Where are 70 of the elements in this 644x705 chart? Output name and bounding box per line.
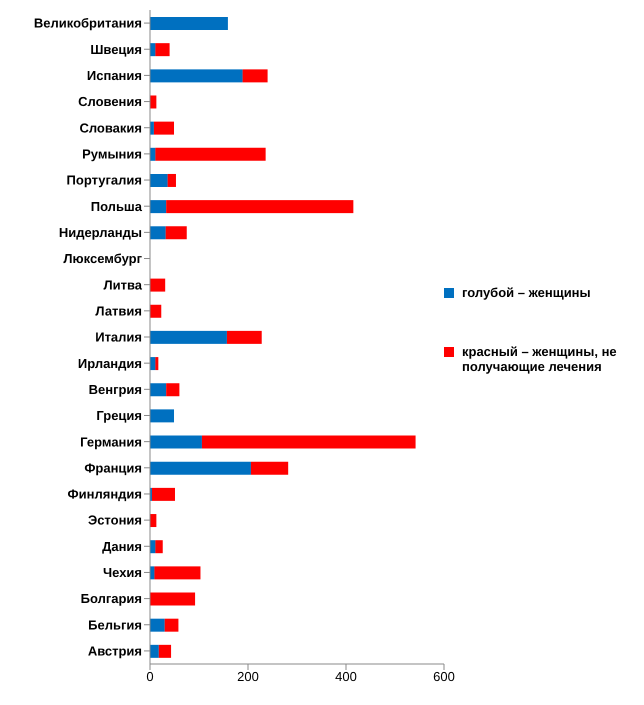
bar [150,462,251,475]
bar [150,540,156,554]
bar [150,436,202,449]
bar [250,462,288,475]
bar [226,330,262,344]
bar [166,226,187,240]
bar [202,436,416,449]
y-tick-label: Болгария [80,591,142,606]
bar [152,488,175,501]
bar [158,644,172,658]
y-tick-label: Эстония [88,512,142,528]
bar [150,514,156,528]
y-tick-label: Люксембург [63,251,143,266]
legend-label: красный – женщины, не получающие лечения [462,344,618,374]
y-tick-label: Италия [95,330,142,345]
bar [150,566,154,580]
bar [150,17,228,30]
bar [155,148,266,161]
bar [150,304,162,318]
y-tick-label: Швеция [90,42,142,57]
bar [150,618,165,632]
bar [155,357,158,370]
bar [150,174,168,187]
y-tick-label: Ирландия [78,356,142,371]
bar [150,409,174,422]
bar [150,69,243,82]
x-tick-label: 0 [146,669,154,684]
bar [150,383,166,396]
bar [150,592,196,606]
bar [154,566,200,580]
bar [242,69,268,82]
bar [150,148,156,161]
y-tick-label: Румыния [82,146,142,162]
x-tick-label: 200 [237,669,259,684]
y-tick-label: Дания [102,538,142,554]
bar [150,200,166,214]
y-tick-label: Австрия [88,644,142,659]
x-tick-label: 400 [335,669,357,684]
y-tick-label: Латвия [95,303,142,318]
bar [155,540,163,554]
y-tick-label: Чехия [103,565,142,580]
y-tick-label: Бельгия [88,617,142,632]
bar [150,95,156,108]
x-tick-label: 600 [433,669,455,684]
y-tick-label: Германия [80,434,142,450]
y-tick-label: Греция [96,408,142,424]
bar [150,357,156,370]
legend-label: голубой – женщины [462,284,591,300]
bar [166,383,180,396]
bar [166,200,354,214]
bar [154,122,174,135]
y-tick-label: Словения [78,94,142,110]
y-tick-label: Франция [84,460,142,476]
bar [150,278,166,292]
bar [168,174,176,187]
bar [150,226,166,240]
y-tick-label: Португалия [66,172,142,188]
bar [150,330,227,344]
y-tick-label: Великобритания [34,16,142,31]
y-tick-label: Словакия [79,120,142,136]
bar [155,43,170,56]
y-tick-label: Польша [90,198,143,214]
bar [164,618,178,632]
bar [150,644,159,658]
bar [150,43,156,56]
y-tick-label: Венгрия [88,382,142,397]
y-tick-label: Нидерланды [58,224,142,240]
y-tick-label: Финляндия [68,486,142,502]
y-tick-label: Испания [86,68,142,84]
y-tick-label: Литва [103,277,143,292]
